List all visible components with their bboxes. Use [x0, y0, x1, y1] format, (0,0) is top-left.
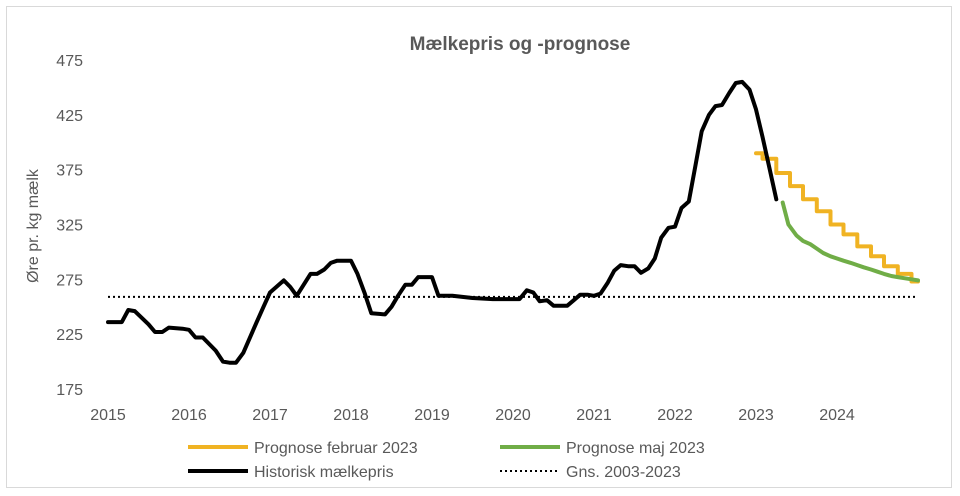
legend-label: Prognose februar 2023 [254, 440, 418, 457]
y-tick-label: 425 [56, 108, 83, 125]
legend: Prognose februar 2023 Prognose maj 2023 Hi… [188, 440, 705, 481]
series-line-prognose-februar-2023 [754, 151, 920, 284]
y-tick-label: 375 [56, 163, 83, 180]
x-tick-label: 2024 [819, 407, 855, 424]
y-tick-label: 325 [56, 218, 83, 235]
x-tick-label: 2022 [657, 407, 693, 424]
chart-frame [6, 6, 952, 488]
x-tick-label: 2015 [90, 407, 126, 424]
series-line-historisk-m-lkepris [106, 79, 779, 365]
legend-label: Historisk mælkepris [254, 464, 394, 481]
y-tick-label: 475 [56, 53, 83, 70]
y-tick-label: 225 [56, 327, 83, 344]
x-tick-label: 2020 [495, 407, 531, 424]
chart-title: Mælkepris og -prognose [410, 34, 631, 55]
x-tick-label: 2019 [414, 407, 450, 424]
y-axis-label: Øre pr. kg mælk [25, 168, 42, 283]
legend-label: Prognose maj 2023 [566, 440, 705, 457]
x-tick-label: 2016 [171, 407, 207, 424]
series-layer [106, 79, 920, 365]
series-line-prognose-maj-2023 [780, 200, 920, 283]
y-tick-label: 175 [56, 382, 83, 399]
legend-label: Gns. 2003-2023 [566, 464, 681, 481]
x-axis-ticks: 2015 2016 2017 2018 2019 2020 2021 2022 2023 2024 [90, 407, 855, 424]
x-tick-label: 2021 [576, 407, 612, 424]
y-tick-label: 275 [56, 272, 83, 289]
x-tick-label: 2023 [738, 407, 774, 424]
x-tick-label: 2018 [333, 407, 369, 424]
y-axis-ticks: 175 225 275 325 375 425 475 [56, 53, 83, 399]
x-tick-label: 2017 [252, 407, 288, 424]
